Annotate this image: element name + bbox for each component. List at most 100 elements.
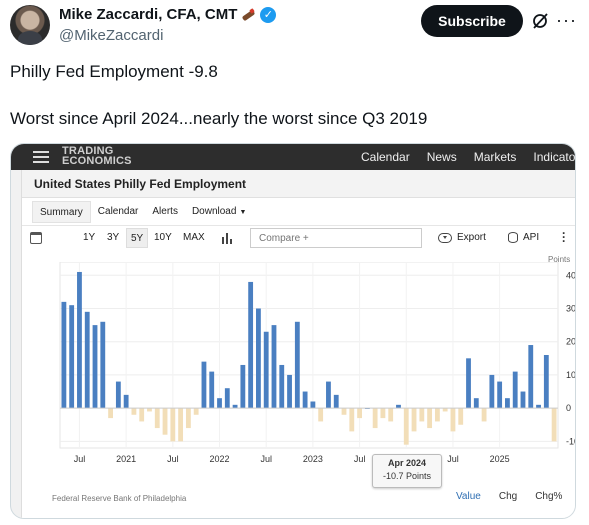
bar: [294, 321, 300, 409]
bar: [396, 404, 401, 409]
bar: [201, 361, 207, 409]
bar: [209, 371, 215, 409]
author-name[interactable]: Mike Zaccardi, CFA, CMT: [59, 6, 238, 23]
y-tick-label: 10: [566, 370, 576, 380]
bar: [388, 408, 394, 422]
plot-frame: [59, 262, 559, 449]
bar: [77, 271, 82, 409]
bar: [473, 398, 479, 409]
tab-summary[interactable]: Summary: [32, 200, 91, 223]
range-10y[interactable]: 10Y: [154, 232, 172, 243]
tooltip-value: -10.7 Points: [382, 471, 432, 481]
chart-subtabs: Summary Calendar Alerts Download ▼: [22, 198, 575, 226]
bar: [84, 311, 90, 409]
chart-toolbar: 1Y 3Y 5Y 10Y MAX Export API ···: [22, 226, 575, 252]
trading-economics-logo[interactable]: TRADING ECONOMICS: [62, 145, 132, 167]
chart-title: United States Philly Fed Employment: [22, 170, 575, 198]
api-button[interactable]: API: [508, 232, 539, 243]
nav-indicators[interactable]: Indicators: [533, 150, 576, 164]
bar: [170, 408, 176, 442]
bar: [162, 408, 168, 435]
bar-chart[interactable]: 403020100-10Jul2021Jul2022Jul2023Jul2024…: [22, 262, 576, 488]
bar: [427, 408, 433, 429]
bar: [434, 408, 440, 422]
view-chg[interactable]: Chg: [498, 491, 518, 502]
bar: [256, 308, 261, 409]
bar: [302, 391, 308, 409]
x-tick-label: Jul: [74, 454, 86, 464]
grok-icon[interactable]: [531, 12, 549, 30]
x-tick-label: 2022: [210, 454, 230, 464]
bar: [520, 391, 526, 409]
y-tick-label: 30: [566, 304, 576, 314]
tooltip-date: Apr 2024: [387, 458, 427, 468]
more-icon[interactable]: ···: [556, 10, 577, 30]
bar: [193, 408, 199, 415]
avatar[interactable]: [10, 5, 50, 45]
range-1y[interactable]: 1Y: [83, 232, 96, 243]
bar: [419, 408, 425, 422]
y-axis-units: Points: [548, 255, 571, 264]
bar: [108, 408, 113, 419]
bar: [232, 404, 238, 409]
view-value[interactable]: Value: [456, 491, 481, 502]
bar: [528, 345, 534, 409]
bar: [450, 408, 456, 432]
range-max[interactable]: MAX: [183, 232, 205, 243]
tweet-text-line1: Philly Fed Employment -9.8: [10, 62, 218, 81]
nav-markets[interactable]: Markets: [473, 150, 517, 164]
bar: [217, 398, 222, 409]
tab-download[interactable]: Download ▼: [191, 205, 247, 217]
bar: [92, 325, 98, 409]
firecracker-emoji: [241, 8, 256, 22]
y-tick-label: 20: [566, 337, 576, 347]
bar: [333, 394, 339, 409]
bar: [357, 408, 362, 419]
bar: [271, 325, 277, 409]
kebab-menu-icon[interactable]: · · ·: [562, 226, 566, 248]
export-button[interactable]: Export: [438, 232, 486, 243]
x-tick-label: Jul: [447, 454, 459, 464]
chart-type-icon[interactable]: [222, 233, 232, 244]
bar: [123, 394, 129, 409]
bar: [458, 408, 464, 425]
nav-calendar[interactable]: Calendar: [361, 150, 410, 164]
tweet-media-card[interactable]: TRADING ECONOMICS Calendar News Markets I…: [10, 143, 576, 519]
te-navbar: TRADING ECONOMICS Calendar News Markets I…: [11, 144, 575, 170]
bar: [497, 381, 503, 409]
database-icon: [508, 232, 518, 243]
bar: [178, 408, 184, 442]
nav-news[interactable]: News: [426, 150, 457, 164]
bar: [505, 398, 510, 409]
view-chg-pct[interactable]: Chg%: [535, 491, 563, 502]
author-row: Mike Zaccardi, CFA, CMT ✓: [59, 6, 277, 23]
bar: [318, 408, 324, 422]
range-3y[interactable]: 3Y: [107, 232, 120, 243]
bar: [489, 374, 495, 409]
bar: [154, 408, 160, 429]
hamburger-menu-icon[interactable]: [33, 151, 49, 163]
view-tabs: Value Chg Chg%: [456, 491, 562, 502]
bar: [349, 408, 355, 432]
bar: [100, 321, 106, 409]
author-handle[interactable]: @MikeZaccardi: [59, 27, 164, 44]
verified-badge-icon[interactable]: ✓: [260, 6, 277, 23]
bar: [380, 408, 386, 419]
cloud-download-icon: [438, 232, 452, 243]
tab-alerts[interactable]: Alerts: [152, 205, 178, 217]
subscribe-button[interactable]: Subscribe: [421, 5, 523, 37]
range-5y[interactable]: 5Y: [126, 228, 149, 248]
bar: [403, 408, 409, 445]
bar: [372, 408, 378, 429]
calendar-icon[interactable]: [30, 232, 42, 244]
tab-calendar[interactable]: Calendar: [97, 205, 139, 217]
caret-down-icon: ▼: [239, 208, 247, 216]
bar: [131, 408, 137, 415]
bar: [263, 331, 269, 409]
bar: [512, 371, 518, 409]
bar: [69, 305, 75, 409]
bar: [310, 401, 316, 409]
compare-input[interactable]: [250, 228, 422, 248]
bar: [326, 381, 331, 409]
te-nav-items: Calendar News Markets Indicators: [361, 150, 576, 164]
